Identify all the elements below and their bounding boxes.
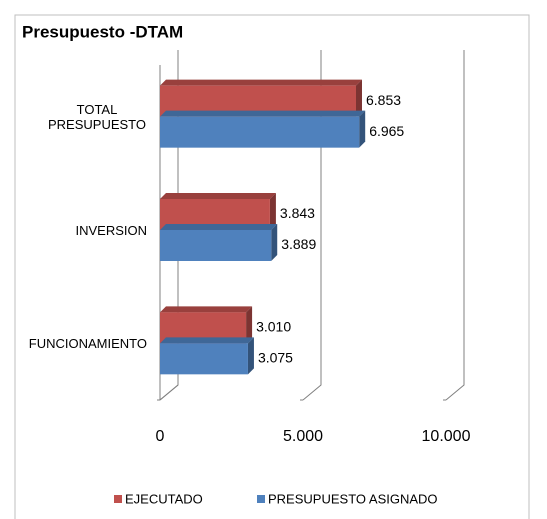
bar-side <box>269 193 276 230</box>
bar-side <box>247 337 254 375</box>
bar-side <box>246 306 253 344</box>
bar-side <box>359 110 366 148</box>
legend-label: EJECUTADO <box>125 491 203 506</box>
legend-swatch <box>114 495 122 503</box>
bar-top <box>160 193 276 199</box>
grid-line <box>159 50 179 401</box>
chart-title: Presupuesto -DTAM <box>22 22 183 41</box>
bar-top <box>160 110 366 117</box>
data-label: 3.889 <box>281 236 316 252</box>
y-tick-label: TOTAL PRESUPUESTO <box>47 87 147 147</box>
bar-side <box>271 224 278 261</box>
data-label: 3.075 <box>258 350 293 366</box>
bar <box>160 343 248 375</box>
bar-top <box>160 306 253 313</box>
bar-side <box>355 79 362 117</box>
bar-top <box>160 224 278 230</box>
bar-top <box>160 79 362 86</box>
bar <box>160 116 360 148</box>
bar <box>160 230 272 261</box>
x-tick-label: 5.000 <box>283 428 323 445</box>
bar-top <box>160 337 254 344</box>
legend-swatch <box>257 495 265 503</box>
data-label: 6.853 <box>366 92 401 108</box>
grid-line <box>302 50 322 401</box>
category-text: TOTAL PRESUPUESTO <box>47 101 146 132</box>
y-tick-label: FUNCIONAMIENTO <box>29 313 147 373</box>
x-tick-label: 0 <box>156 428 165 445</box>
legend-label: PRESUPUESTO ASIGNADO <box>268 491 438 506</box>
y-tick-label: INVERSION <box>47 200 147 260</box>
data-label: 6.965 <box>369 123 404 139</box>
x-tick-label: 10.000 <box>422 428 471 445</box>
category-text: INVERSION <box>75 222 147 238</box>
category-text: FUNCIONAMIENTO <box>28 335 147 351</box>
data-label: 3.843 <box>280 205 315 221</box>
data-label: 3.010 <box>256 319 291 335</box>
grid-line <box>445 50 465 401</box>
